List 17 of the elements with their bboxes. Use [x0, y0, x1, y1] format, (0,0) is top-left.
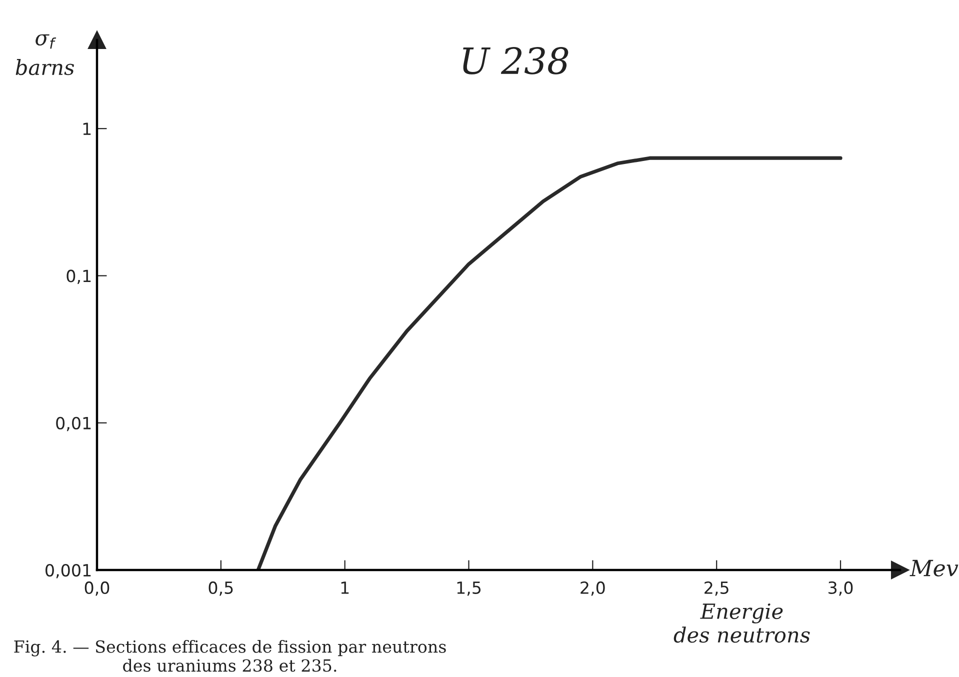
text: Mev — [910, 560, 958, 576]
line-series — [256, 156, 842, 570]
x-axis-title: Energie des neutrons — [674, 603, 810, 643]
y-axis-title: σ$_{f}$ barns — [16, 34, 74, 76]
x-tick-label: 2,5 — [704, 581, 728, 596]
y-tick-label: 0,1 — [66, 270, 91, 284]
x-tick-label: 1,5 — [457, 582, 481, 596]
x-tick-label: 0,0 — [84, 581, 110, 596]
y-tick-label: 0,01 — [56, 416, 91, 432]
y-tick-label: 1 — [83, 122, 91, 135]
x-tick-label: 3,0 — [828, 581, 853, 596]
x-tick-label: 0,5 — [208, 581, 233, 596]
y-tick-label: 0,001 — [46, 564, 91, 578]
x-tick-label: 2,0 — [580, 581, 605, 596]
x-tick-label: 1 — [341, 582, 349, 594]
chart-title: U 238 — [463, 47, 568, 74]
caption: Fig. 4. — Sections efficaces de fission par neutrons des uraniums 238 et 235. — [14, 640, 446, 672]
